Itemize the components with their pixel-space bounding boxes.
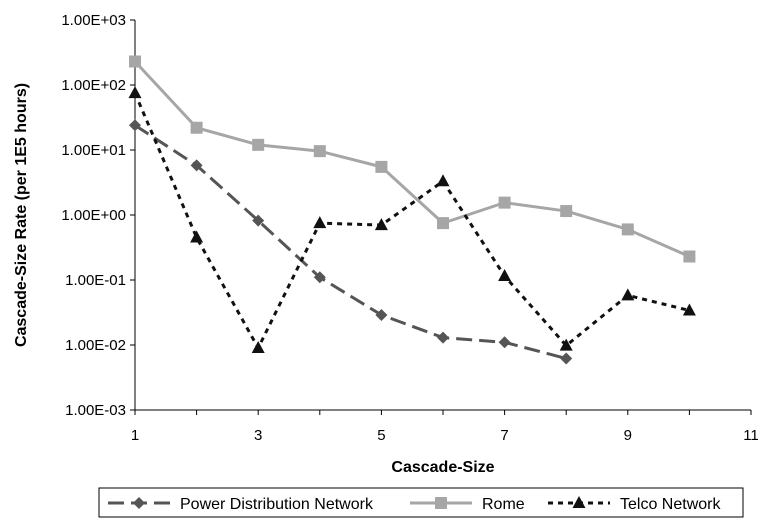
data-point-diamond — [375, 308, 388, 321]
series-2 — [128, 86, 696, 353]
x-tick-label: 5 — [377, 427, 385, 444]
y-tick-label: 1.00E+00 — [61, 207, 126, 224]
data-point-triangle — [128, 86, 142, 99]
x-tick-label: 7 — [500, 427, 508, 444]
data-point-square — [498, 196, 511, 209]
legend-marker-diamond — [133, 497, 145, 509]
x-tick-label: 9 — [624, 427, 632, 444]
data-point-diamond — [190, 159, 203, 172]
series-0 — [129, 119, 573, 365]
data-point-square — [190, 121, 203, 134]
legend: Power Distribution Network Rome Telco Netw… — [98, 487, 744, 518]
data-point-square — [621, 223, 634, 236]
series-line — [133, 92, 690, 350]
y-tick-label: 1.00E-03 — [65, 402, 126, 419]
x-axis-ticks: 1 3 5 7 9 11 — [131, 410, 759, 444]
data-point-square — [437, 217, 449, 230]
y-tick-label: 1.00E-02 — [65, 337, 126, 354]
data-point-square — [313, 145, 326, 158]
data-point-triangle — [559, 338, 573, 351]
chart-axes — [134, 20, 751, 411]
y-tick-label: 1.00E+01 — [61, 142, 126, 159]
data-point-triangle — [251, 340, 265, 353]
legend-marker-square — [435, 497, 447, 509]
legend-label: Rome — [482, 496, 525, 513]
data-point-diamond — [437, 331, 449, 344]
data-point-square — [683, 250, 696, 263]
series-line — [134, 124, 567, 360]
y-tick-label: 1.00E+02 — [61, 77, 126, 94]
data-point-diamond — [498, 336, 511, 349]
data-point-diamond — [560, 352, 573, 365]
data-point-triangle — [621, 288, 635, 301]
data-point-triangle — [436, 174, 450, 187]
legend-item: Rome — [410, 496, 525, 513]
series-line — [133, 60, 691, 258]
y-tick-label: 1.00E-01 — [65, 272, 126, 289]
data-point-triangle — [682, 303, 696, 316]
data-point-triangle — [313, 216, 327, 229]
y-tick-label: 1.00E+03 — [61, 12, 126, 29]
legend-label: Telco Network — [620, 496, 721, 513]
data-point-square — [129, 55, 141, 68]
x-tick-label: 3 — [254, 427, 262, 444]
data-point-triangle — [498, 269, 512, 282]
legend-item: Telco Network — [548, 496, 721, 513]
x-axis-title: Cascade-Size — [391, 459, 494, 476]
x-tick-label: 11 — [743, 427, 759, 444]
legend-item: Power Distribution Network — [108, 496, 374, 513]
data-point-square — [560, 205, 573, 218]
y-axis-title: Cascade-Size Rate (per 1E5 hours) — [13, 83, 30, 347]
data-point-diamond — [252, 214, 265, 227]
series-1 — [129, 55, 696, 263]
legend-marker-triangle — [572, 496, 586, 508]
y-axis-ticks: 1.00E-03 1.00E-02 1.00E-01 1.00E+00 1.00E+01… — [61, 12, 135, 419]
legend-label: Power Distribution Network — [180, 496, 374, 513]
x-tick-label: 1 — [131, 427, 139, 444]
data-point-square — [252, 138, 265, 151]
data-point-triangle — [190, 230, 204, 243]
data-point-diamond — [129, 119, 141, 132]
data-point-square — [375, 160, 388, 173]
data-point-diamond — [313, 271, 326, 284]
series-layer — [128, 55, 696, 365]
data-point-triangle — [374, 218, 388, 231]
